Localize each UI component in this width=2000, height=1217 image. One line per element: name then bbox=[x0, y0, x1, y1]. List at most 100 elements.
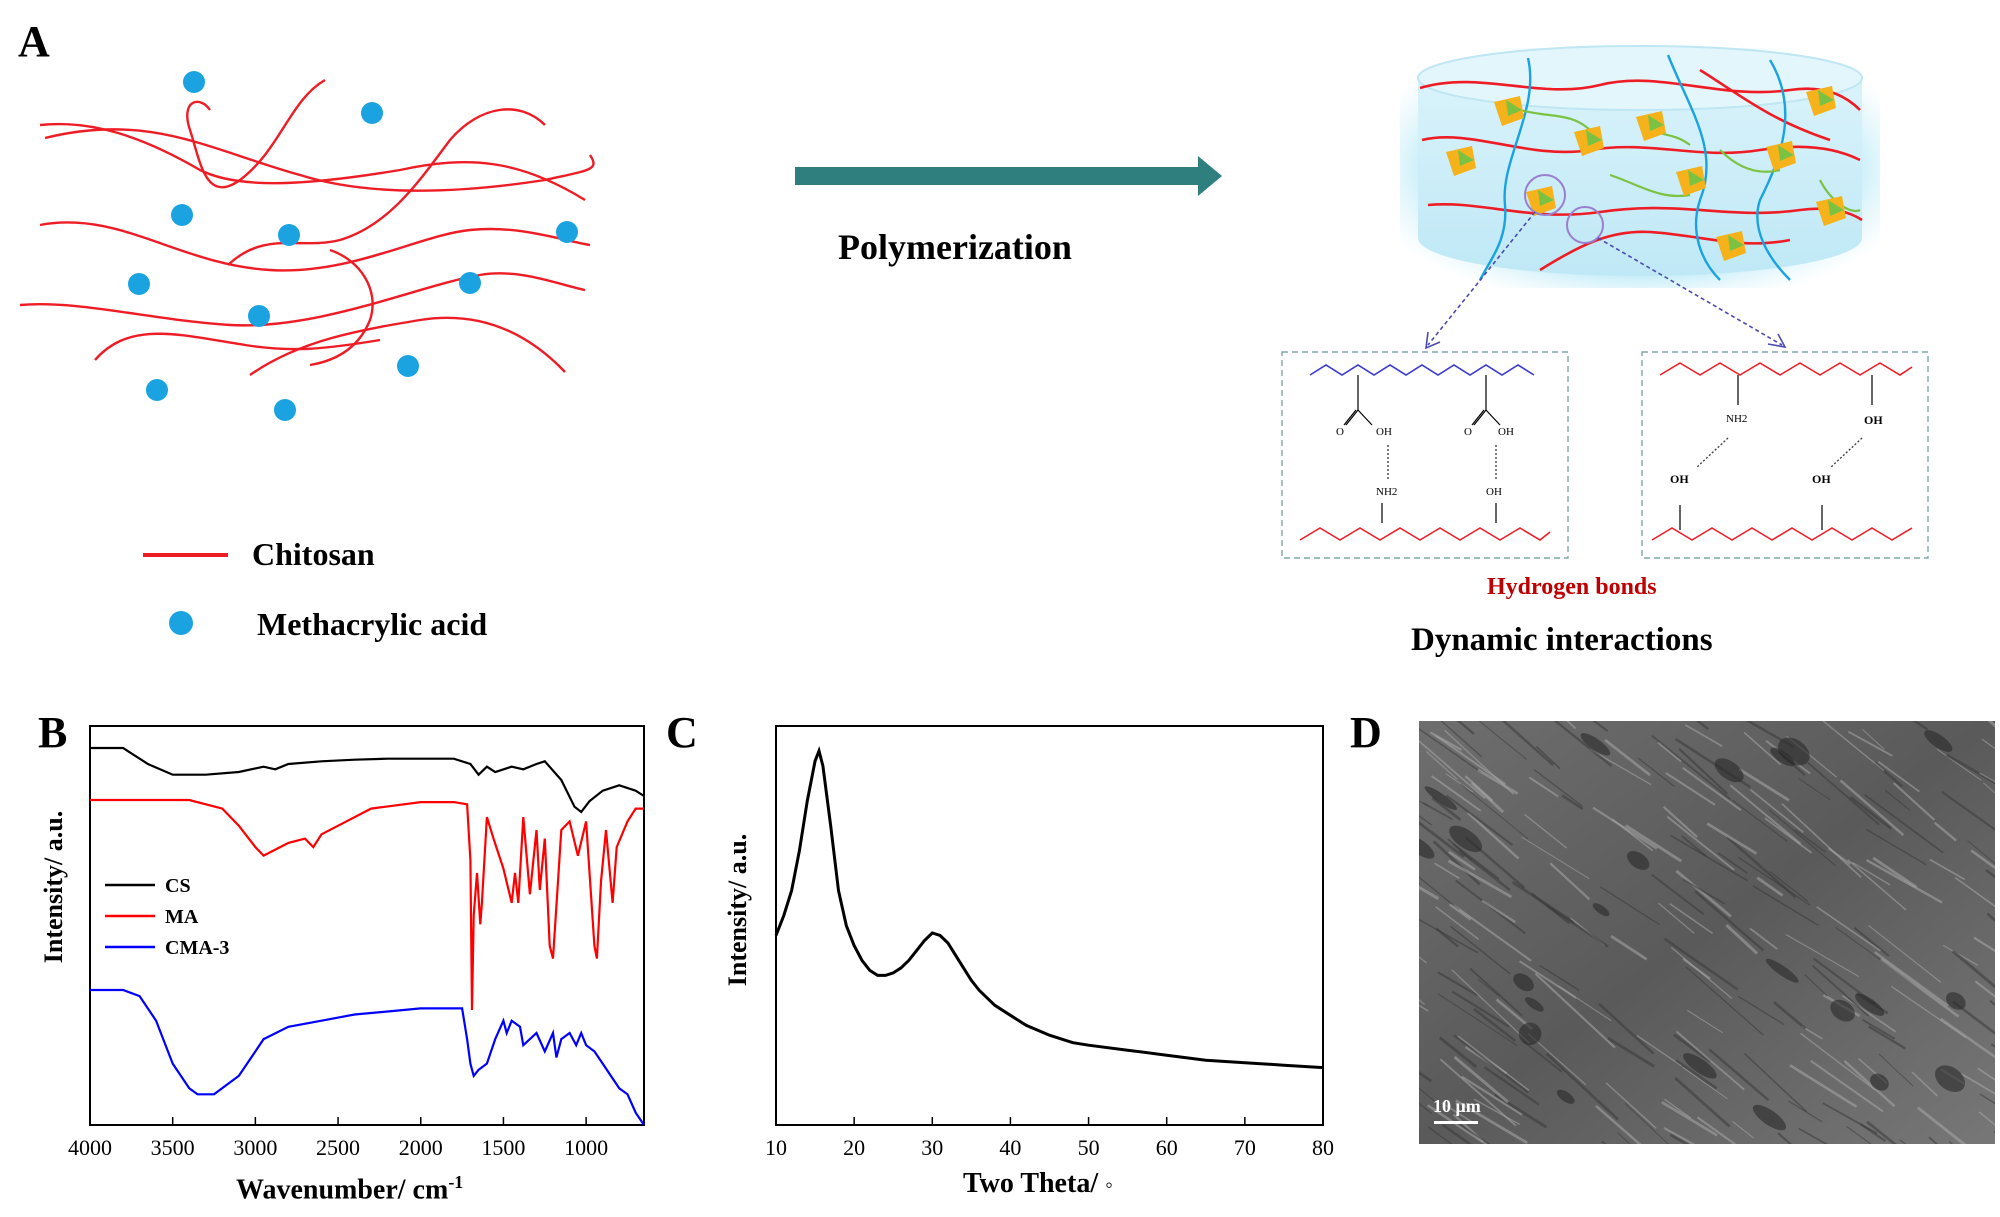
sem-texture bbox=[1419, 721, 1995, 1144]
sem-streak bbox=[1687, 1009, 1724, 1034]
sem-streak bbox=[1663, 937, 1739, 991]
chitosan-legend-label: Chitosan bbox=[252, 536, 375, 572]
sem-streak bbox=[1974, 980, 1995, 998]
sem-streak bbox=[1419, 1087, 1436, 1103]
sem-streak bbox=[1979, 772, 1995, 783]
ftir-legend-label: CS bbox=[165, 875, 191, 897]
sem-streak bbox=[1981, 738, 1995, 750]
sem-streak bbox=[1546, 904, 1609, 948]
sem-streak bbox=[1545, 1052, 1620, 1121]
sem-streak bbox=[1967, 840, 1995, 865]
sem-streak bbox=[1846, 1125, 1872, 1144]
sem-streak bbox=[1816, 906, 1881, 952]
ftir-series-cs bbox=[90, 746, 645, 814]
sem-pore bbox=[1830, 999, 1855, 1022]
sem-streak bbox=[1662, 805, 1698, 838]
ftir-tick-label: 1500 bbox=[481, 1135, 525, 1160]
sem-streak bbox=[1777, 1132, 1793, 1144]
polymerization-label: Polymerization bbox=[838, 227, 1072, 267]
sem-streak bbox=[1942, 944, 1979, 967]
sem-streak bbox=[1982, 782, 1995, 794]
chem-label-oh-4: OH bbox=[1864, 413, 1883, 427]
sem-streak bbox=[1561, 794, 1584, 811]
sem-streak bbox=[1535, 745, 1561, 770]
sem-streak bbox=[1800, 1032, 1876, 1091]
sem-streak bbox=[1744, 1053, 1808, 1113]
sem-streak bbox=[1650, 873, 1705, 916]
sem-pore bbox=[1778, 737, 1810, 766]
sem-pore bbox=[1945, 992, 1966, 1010]
sem-pore bbox=[1424, 786, 1458, 810]
sem-streak bbox=[1725, 924, 1759, 955]
sem-streak bbox=[1946, 753, 1995, 785]
sem-streak bbox=[1732, 1120, 1754, 1139]
sem-streak bbox=[1773, 1001, 1807, 1030]
sem-streaks bbox=[1419, 721, 1995, 1144]
sem-streak bbox=[1878, 1053, 1914, 1087]
sem-streak bbox=[1483, 1066, 1540, 1106]
sem-streak bbox=[1862, 728, 1885, 750]
sem-streak bbox=[1419, 1004, 1429, 1012]
sem-streak bbox=[1419, 815, 1433, 826]
ftir-tick-label: 3500 bbox=[151, 1135, 195, 1160]
sem-streak bbox=[1684, 724, 1723, 747]
sem-streak bbox=[1435, 906, 1479, 940]
sem-streak bbox=[1884, 789, 1911, 811]
xrd-tick-label: 70 bbox=[1234, 1135, 1256, 1160]
sem-pore bbox=[1518, 1022, 1542, 1046]
sem-streak bbox=[1822, 1102, 1878, 1135]
sem-streak bbox=[1431, 796, 1462, 822]
sem-streak bbox=[1453, 904, 1532, 962]
sem-streak bbox=[1419, 739, 1486, 799]
sem-streak bbox=[1419, 876, 1460, 911]
sem-streak bbox=[1419, 885, 1440, 901]
panel-label-d: D bbox=[1350, 708, 1382, 757]
ftir-xlabel: Wavenumber/ cm-1 bbox=[236, 1172, 463, 1206]
sem-streak bbox=[1694, 890, 1764, 952]
sem-streak bbox=[1880, 957, 1960, 1018]
sem-streak bbox=[1438, 1036, 1478, 1069]
sem-streak bbox=[1478, 721, 1528, 760]
sem-streak bbox=[1781, 803, 1862, 878]
sem-streak bbox=[1911, 1071, 1939, 1097]
methacrylic-acid-legend-dot bbox=[169, 611, 193, 635]
sem-streak bbox=[1843, 1060, 1896, 1108]
sem-streak bbox=[1865, 859, 1943, 904]
ftir-tick-label: 3000 bbox=[233, 1135, 277, 1160]
dynamic-interactions-label: Dynamic interactions bbox=[1411, 622, 1713, 658]
sem-streak bbox=[1877, 760, 1920, 793]
sem-streak bbox=[1469, 967, 1523, 1017]
sem-pore bbox=[1935, 1065, 1966, 1092]
chem-label-oh-1: OH bbox=[1376, 426, 1392, 438]
chitosan-chitosan-structure bbox=[1651, 362, 1913, 541]
chem-label-nh2-1: NH2 bbox=[1376, 486, 1398, 498]
sem-streak bbox=[1455, 1099, 1528, 1144]
sem-streak bbox=[1658, 902, 1695, 934]
sem-streak bbox=[1432, 840, 1481, 886]
chem-label-nh2-2: NH2 bbox=[1726, 413, 1748, 425]
scheme-figure bbox=[19, 45, 1929, 635]
sem-streak bbox=[1678, 748, 1729, 795]
ftir-legend-label: CMA-3 bbox=[165, 937, 229, 959]
zoom-circle-2 bbox=[1566, 206, 1604, 244]
sem-streak bbox=[1960, 1073, 1995, 1095]
sem-streak bbox=[1785, 934, 1860, 977]
sem-streak bbox=[1769, 870, 1809, 902]
sem-streak bbox=[1717, 852, 1748, 874]
sem-streak bbox=[1986, 912, 1995, 923]
sem-streak bbox=[1453, 1034, 1530, 1094]
sem-streak bbox=[1524, 813, 1568, 849]
sem-streak bbox=[1810, 1059, 1884, 1113]
sem-streak bbox=[1670, 946, 1733, 999]
sem-streak bbox=[1764, 817, 1813, 854]
sem-streak bbox=[1929, 858, 1966, 881]
sem-streak bbox=[1939, 1017, 1995, 1059]
chem-label-o-2: O bbox=[1464, 426, 1472, 438]
sem-pore bbox=[1627, 851, 1650, 870]
xrd-tick-label: 30 bbox=[921, 1135, 943, 1160]
sem-streak bbox=[1756, 876, 1784, 897]
ftir-series-cma-3 bbox=[90, 988, 645, 1126]
sem-pore bbox=[1525, 997, 1544, 1012]
sem-image: 10 μm bbox=[1419, 721, 1995, 1144]
sem-streak bbox=[1681, 766, 1742, 811]
